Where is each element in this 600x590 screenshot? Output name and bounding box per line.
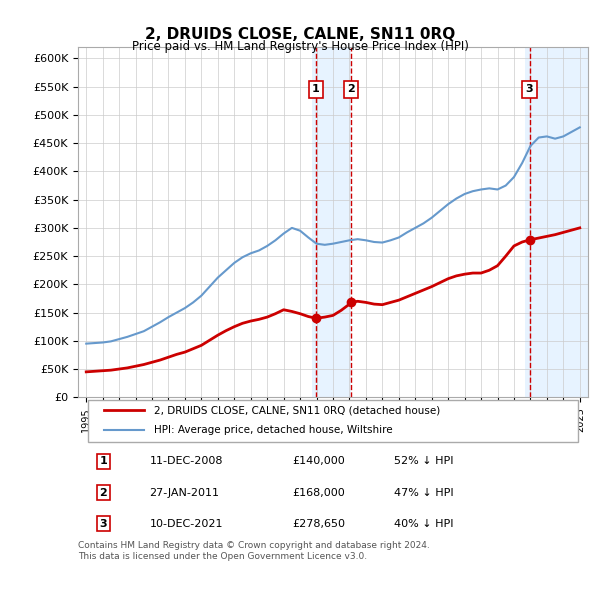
Text: 2, DRUIDS CLOSE, CALNE, SN11 0RQ (detached house): 2, DRUIDS CLOSE, CALNE, SN11 0RQ (detach… <box>155 405 441 415</box>
Bar <box>311 47 351 397</box>
Text: £140,000: £140,000 <box>292 457 345 467</box>
Text: £168,000: £168,000 <box>292 487 345 497</box>
Text: £278,650: £278,650 <box>292 519 345 529</box>
Text: 2: 2 <box>347 84 355 94</box>
Bar <box>526 47 588 397</box>
Text: 1: 1 <box>312 84 320 94</box>
Text: HPI: Average price, detached house, Wiltshire: HPI: Average price, detached house, Wilt… <box>155 425 393 435</box>
Text: Contains HM Land Registry data © Crown copyright and database right 2024.
This d: Contains HM Land Registry data © Crown c… <box>78 541 430 560</box>
Text: 1: 1 <box>100 457 107 467</box>
Text: 3: 3 <box>100 519 107 529</box>
Text: 3: 3 <box>526 84 533 94</box>
Text: 47% ↓ HPI: 47% ↓ HPI <box>394 487 454 497</box>
Text: 10-DEC-2021: 10-DEC-2021 <box>149 519 223 529</box>
Text: 2, DRUIDS CLOSE, CALNE, SN11 0RQ: 2, DRUIDS CLOSE, CALNE, SN11 0RQ <box>145 27 455 41</box>
Text: 52% ↓ HPI: 52% ↓ HPI <box>394 457 454 467</box>
Text: Price paid vs. HM Land Registry's House Price Index (HPI): Price paid vs. HM Land Registry's House … <box>131 40 469 53</box>
Text: 40% ↓ HPI: 40% ↓ HPI <box>394 519 454 529</box>
Text: 11-DEC-2008: 11-DEC-2008 <box>149 457 223 467</box>
FancyBboxPatch shape <box>88 399 578 441</box>
Text: 27-JAN-2011: 27-JAN-2011 <box>149 487 220 497</box>
Text: 2: 2 <box>100 487 107 497</box>
